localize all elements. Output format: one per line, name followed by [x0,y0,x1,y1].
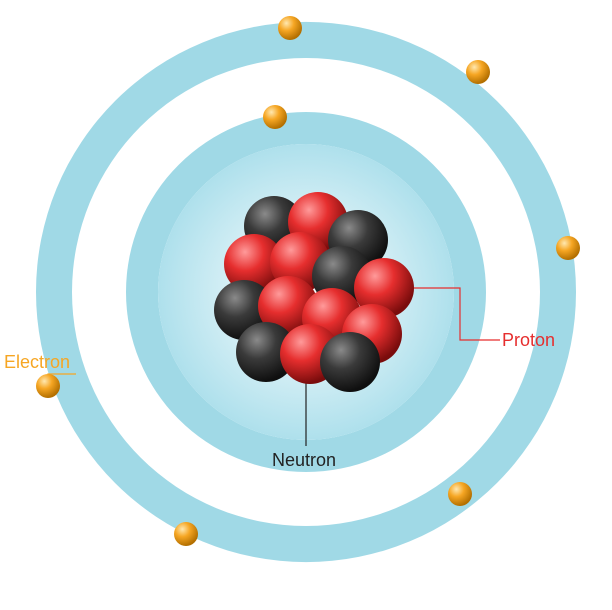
atom-diagram: Electron Proton Neutron [0,0,612,610]
neutron-particle [320,332,380,392]
neutron-label: Neutron [272,450,336,471]
electron-particle [174,522,198,546]
electron-particle [36,374,60,398]
electron-particle [466,60,490,84]
electron-label: Electron [4,352,70,373]
proton-label: Proton [502,330,555,351]
electron-particle [278,16,302,40]
electron-particle [263,105,287,129]
atom-svg [0,0,612,610]
electron-particle [556,236,580,260]
electron-particle [448,482,472,506]
